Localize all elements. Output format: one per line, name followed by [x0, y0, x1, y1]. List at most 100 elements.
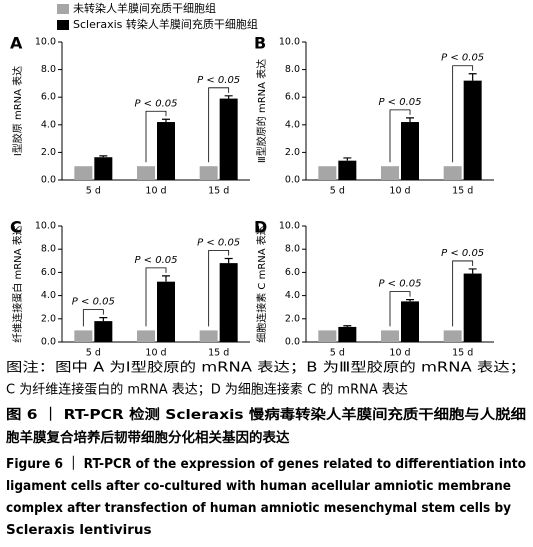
y-axis-label: Ⅲ型胶原的 mRNA 表达	[255, 59, 268, 163]
y-tick-label: 2.0	[285, 147, 300, 158]
caption-en: ligament cells after co-cultured with hu…	[6, 478, 511, 494]
y-tick-label: 6.0	[41, 267, 56, 278]
y-tick-label: 4.0	[41, 119, 56, 130]
error-bar	[406, 299, 414, 302]
y-tick-label: 4.0	[41, 290, 56, 301]
error-bar	[162, 275, 170, 282]
caption-cn: 胞羊膜复合培养后韧带细胞分化相关基因的表达	[5, 429, 290, 446]
bar	[157, 281, 175, 342]
y-tick-label: 6.0	[285, 267, 300, 278]
x-tick-label: 15 d	[452, 186, 473, 197]
note-line: 图注：图中 A 为Ⅰ型胶原的 mRNA 表达；B 为Ⅲ型胶原的 mRNA 表达；	[6, 360, 526, 376]
bar	[463, 273, 482, 342]
x-tick-label: 15 d	[208, 348, 229, 359]
p-value-label: P < 0.05	[197, 237, 240, 248]
x-tick-label: 15 d	[208, 186, 229, 197]
panel-letter: D	[254, 218, 267, 237]
error-bar	[468, 268, 477, 274]
x-tick-label: 5 d	[86, 348, 101, 359]
y-tick-label: 4.0	[285, 119, 300, 130]
significance-bracket	[145, 267, 167, 327]
significance-bracket	[452, 260, 474, 327]
bar	[381, 166, 399, 180]
y-tick-label: 4.0	[285, 290, 300, 301]
error-bar	[99, 317, 108, 322]
panel-letter: B	[254, 34, 266, 53]
error-bar	[343, 157, 352, 161]
y-axis-label: 细胞连接素 C mRNA 表达	[255, 225, 268, 343]
error-bar	[99, 155, 108, 158]
p-value-label: P < 0.05	[441, 248, 484, 259]
y-axis-label: 纤维连接蛋白 mRNA 表达	[11, 225, 24, 342]
p-value-label: P < 0.05	[197, 75, 240, 86]
legend-swatch	[57, 4, 69, 14]
x-tick-label: 10 d	[389, 186, 410, 197]
y-tick-label: 2.0	[41, 147, 56, 158]
x-tick-label: 10 d	[389, 348, 410, 359]
bar	[219, 98, 238, 180]
caption-en: complex after transfection of human amni…	[6, 500, 511, 516]
note-line: C 为纤维连接蛋白的 mRNA 表达；D 为细胞连接素 C 的 mRNA 表达	[6, 382, 408, 398]
x-tick-label: 10 d	[145, 186, 166, 197]
significance-bracket	[389, 109, 411, 163]
y-tick-label: 6.0	[41, 92, 56, 103]
legend-swatch	[57, 20, 69, 30]
y-tick-label: 8.0	[285, 244, 300, 255]
significance-bracket	[208, 87, 230, 163]
y-tick-label: 2.0	[285, 313, 300, 324]
y-tick-label: 0.0	[285, 175, 300, 186]
y-tick-label: 10.0	[279, 37, 300, 48]
p-value-label: P < 0.05	[134, 255, 177, 266]
significance-bracket	[389, 291, 411, 327]
bar	[443, 330, 462, 342]
y-tick-label: 0.0	[41, 337, 56, 348]
significance-bracket	[452, 65, 474, 163]
bar	[318, 330, 337, 342]
error-bar	[406, 117, 414, 123]
bar	[137, 330, 155, 342]
bar	[74, 166, 93, 180]
error-bar	[162, 118, 170, 123]
bar	[401, 122, 419, 180]
p-value-label: P < 0.05	[441, 53, 484, 64]
y-tick-label: 10.0	[279, 221, 300, 232]
y-tick-label: 10.0	[35, 37, 56, 48]
panel-letter: C	[10, 218, 22, 237]
bar	[94, 157, 113, 180]
panel-letter: A	[10, 34, 23, 53]
bar	[338, 160, 357, 180]
caption-cn: 图 6 ｜ RT-PCR 检测 Scleraxis 慢病毒转染人羊膜间充质干细胞…	[6, 406, 526, 423]
significance-bracket	[145, 110, 167, 163]
significance-bracket	[208, 250, 230, 327]
error-bar	[224, 95, 233, 99]
error-bar	[343, 325, 352, 327]
caption-en: Figure 6 ｜ RT-PCR of the expression of g…	[6, 456, 526, 472]
caption-en: Scleraxis lentivirus	[6, 522, 152, 538]
bar	[157, 122, 175, 180]
p-value-label: P < 0.05	[378, 279, 421, 290]
bar	[401, 301, 419, 342]
bar	[381, 330, 399, 342]
y-tick-label: 0.0	[41, 175, 56, 186]
bar	[463, 80, 482, 180]
x-tick-label: 10 d	[145, 348, 166, 359]
x-tick-label: 15 d	[452, 348, 473, 359]
y-tick-label: 8.0	[41, 64, 56, 75]
bar	[338, 326, 357, 342]
error-bar	[224, 257, 233, 264]
y-tick-label: 10.0	[35, 221, 56, 232]
bar	[137, 166, 155, 180]
x-tick-label: 5 d	[86, 186, 101, 197]
bar	[199, 330, 218, 342]
legend-label: Scleraxis 转染人羊膜间充质干细胞组	[73, 17, 258, 31]
bar	[443, 166, 462, 180]
bar	[94, 321, 113, 342]
bar	[219, 263, 238, 342]
y-tick-label: 8.0	[41, 244, 56, 255]
x-tick-label: 5 d	[330, 186, 345, 197]
y-axis-label: Ⅰ型胶原 mRNA 表达	[11, 66, 24, 156]
y-tick-label: 6.0	[285, 92, 300, 103]
p-value-label: P < 0.05	[134, 98, 177, 109]
y-tick-label: 8.0	[285, 64, 300, 75]
